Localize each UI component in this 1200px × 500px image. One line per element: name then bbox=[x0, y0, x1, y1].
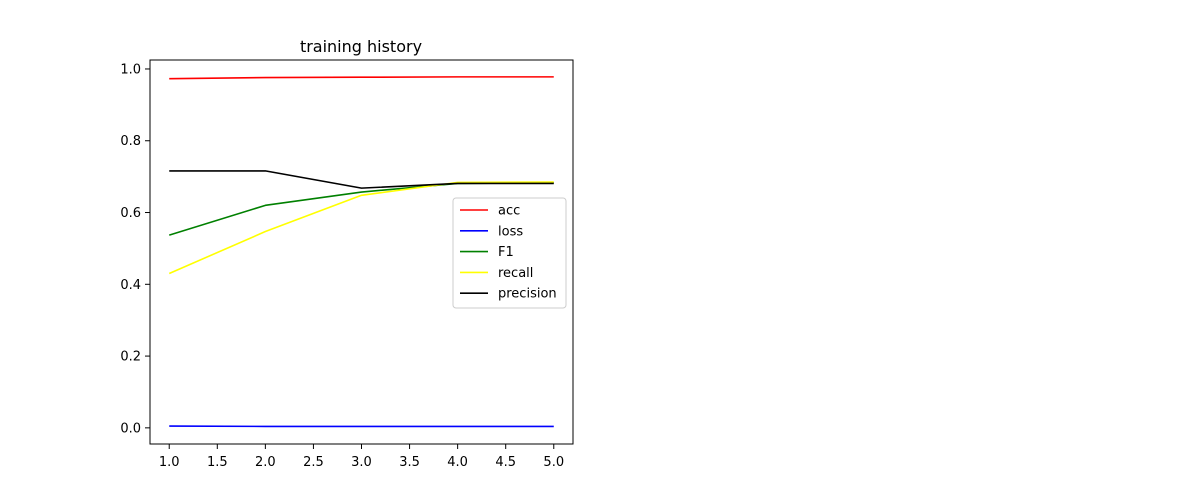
plot-lines bbox=[168, 76, 554, 428]
x-tick-label: 4.5 bbox=[495, 455, 516, 470]
legend-label: F1 bbox=[498, 245, 514, 260]
x-tick-label: 5.0 bbox=[543, 455, 564, 470]
x-tick-label: 1.0 bbox=[159, 455, 180, 470]
legend-label: recall bbox=[498, 266, 533, 281]
x-tick-label: 1.5 bbox=[207, 455, 228, 470]
y-tick-label: 0.4 bbox=[120, 278, 141, 293]
x-tick-label: 4.0 bbox=[447, 455, 468, 470]
x-axis: 1.0 1.5 2.0 2.5 3.0 3.5 4.0 4.5 5.0 bbox=[159, 444, 564, 470]
x-tick-label: 3.0 bbox=[351, 455, 372, 470]
y-tick-label: 0.8 bbox=[120, 134, 141, 149]
y-tick-label: 0.0 bbox=[120, 421, 141, 436]
y-tick-label: 0.2 bbox=[120, 350, 141, 365]
chart-title: training history bbox=[300, 37, 422, 56]
x-tick-label: 2.0 bbox=[255, 455, 276, 470]
x-tick-label: 2.5 bbox=[303, 455, 324, 470]
y-axis: 0.0 0.2 0.4 0.6 0.8 1.0 bbox=[120, 62, 150, 436]
legend: acc loss F1 recall precision bbox=[452, 197, 567, 309]
y-tick-label: 0.6 bbox=[120, 206, 141, 221]
x-tick-label: 3.5 bbox=[399, 455, 420, 470]
legend-box bbox=[452, 197, 567, 309]
legend-label: precision bbox=[498, 287, 557, 302]
legend-label: loss bbox=[498, 224, 523, 239]
series-line-recall bbox=[168, 181, 554, 275]
legend-label: acc bbox=[498, 204, 520, 219]
y-tick-label: 1.0 bbox=[120, 62, 141, 77]
series-line-precision bbox=[169, 170, 554, 189]
series-line-acc bbox=[169, 76, 554, 80]
